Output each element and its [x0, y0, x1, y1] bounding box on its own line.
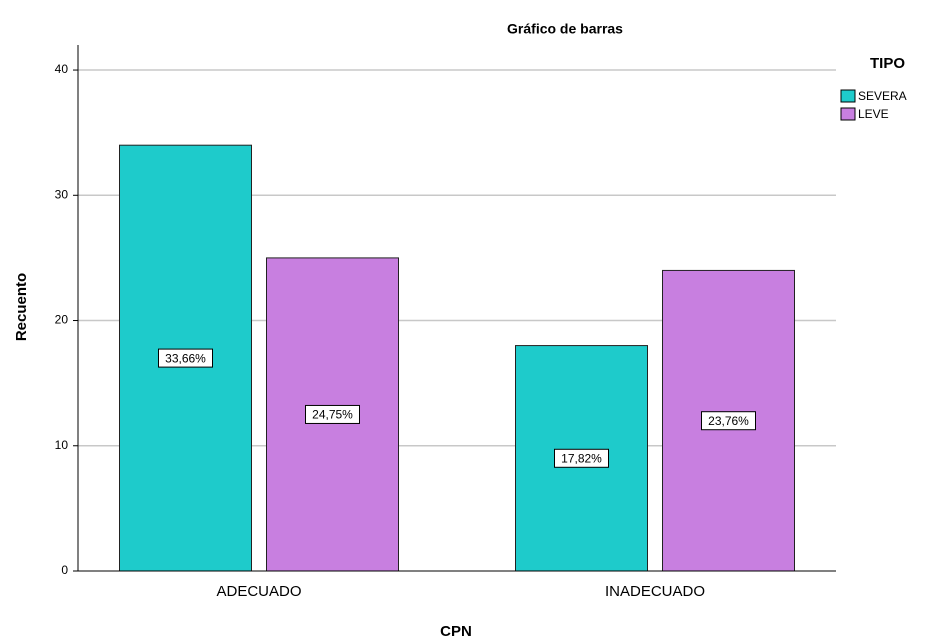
legend-swatch	[840, 107, 856, 121]
y-tick-label: 20	[55, 313, 69, 327]
x-tick-label: ADECUADO	[216, 583, 301, 600]
data-label: 33,66%	[165, 351, 206, 365]
y-tick-label: 30	[55, 187, 69, 201]
legend-title: TIPO	[870, 55, 905, 72]
data-label-box	[305, 404, 360, 424]
y-tick-label: 0	[61, 563, 68, 577]
y-tick-label: 10	[55, 438, 69, 452]
data-label-box	[158, 348, 213, 368]
y-tick-label: 40	[55, 62, 69, 76]
legend-swatch	[840, 89, 856, 103]
legend-label: SEVERA	[858, 89, 907, 103]
data-label: 17,82%	[561, 451, 602, 465]
data-label: 24,75%	[312, 408, 353, 422]
chart-title: Gráfico de barras	[507, 21, 623, 37]
data-label: 23,76%	[708, 414, 749, 428]
x-tick-label: INADECUADO	[605, 583, 705, 600]
x-axis-label: CPN	[440, 623, 472, 640]
data-label-box	[701, 411, 756, 431]
y-axis-label: Recuento	[13, 273, 30, 341]
data-label-box	[554, 448, 609, 468]
legend-label: LEVE	[858, 107, 889, 121]
